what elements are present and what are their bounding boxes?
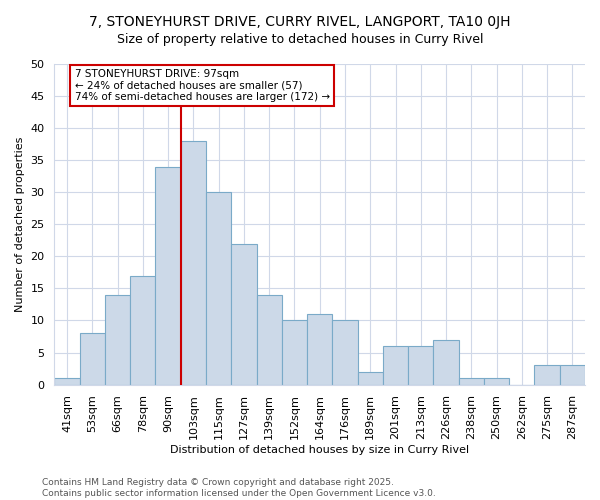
Bar [231, 244, 257, 384]
Bar [181, 141, 206, 384]
Bar [433, 340, 458, 384]
Text: Size of property relative to detached houses in Curry Rivel: Size of property relative to detached ho… [117, 32, 483, 46]
Text: 7 STONEYHURST DRIVE: 97sqm
← 24% of detached houses are smaller (57)
74% of semi: 7 STONEYHURST DRIVE: 97sqm ← 24% of deta… [74, 69, 330, 102]
Bar [358, 372, 383, 384]
Text: Contains HM Land Registry data © Crown copyright and database right 2025.
Contai: Contains HM Land Registry data © Crown c… [42, 478, 436, 498]
X-axis label: Distribution of detached houses by size in Curry Rivel: Distribution of detached houses by size … [170, 445, 469, 455]
Bar [105, 295, 130, 384]
Bar [257, 295, 282, 384]
Bar [408, 346, 433, 385]
Bar [332, 320, 358, 384]
Bar [55, 378, 80, 384]
Bar [307, 314, 332, 384]
Bar [130, 276, 155, 384]
Bar [484, 378, 509, 384]
Bar [282, 320, 307, 384]
Bar [535, 366, 560, 384]
Bar [383, 346, 408, 385]
Bar [80, 334, 105, 384]
Bar [458, 378, 484, 384]
Y-axis label: Number of detached properties: Number of detached properties [15, 136, 25, 312]
Bar [155, 166, 181, 384]
Bar [560, 366, 585, 384]
Bar [206, 192, 231, 384]
Text: 7, STONEYHURST DRIVE, CURRY RIVEL, LANGPORT, TA10 0JH: 7, STONEYHURST DRIVE, CURRY RIVEL, LANGP… [89, 15, 511, 29]
